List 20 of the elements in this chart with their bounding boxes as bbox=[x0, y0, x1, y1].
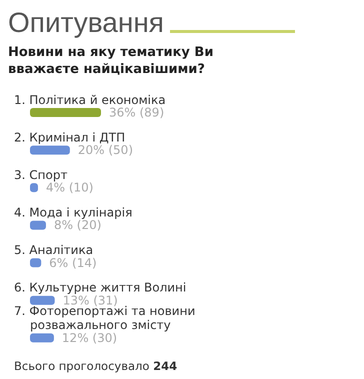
bar bbox=[30, 333, 54, 342]
bar bbox=[30, 146, 70, 155]
bar bbox=[30, 108, 101, 117]
y-tick-label: 5. Аналітика bbox=[14, 243, 94, 258]
text: Всього проголосувало 244 bbox=[14, 359, 178, 373]
chart-title: Опитування bbox=[8, 7, 164, 38]
y-tick-label: 6. Культурне життя Волині bbox=[14, 280, 186, 295]
bar bbox=[30, 220, 46, 230]
data-label: 4% (10) bbox=[46, 180, 94, 195]
data-label: 36% (89) bbox=[109, 106, 164, 120]
chart-subtitle: Новини на яку тематику Ви вважаєте найцікавішими? bbox=[8, 44, 214, 78]
data-label: 6% (14) bbox=[49, 256, 97, 270]
y-tick-label: 1. Політика й економіка bbox=[14, 92, 166, 107]
bar bbox=[30, 296, 55, 305]
y-tick-label: 4. Мода і кулінарія bbox=[14, 206, 132, 220]
y-tick-label: 2. Кримінал і ДТП bbox=[14, 130, 126, 144]
data-label: 8% (20) bbox=[54, 218, 102, 232]
y-tick-label: 3. Спорт bbox=[14, 168, 68, 182]
data-label: 20% (50) bbox=[78, 143, 134, 158]
data-label: 12% (30) bbox=[62, 330, 118, 345]
